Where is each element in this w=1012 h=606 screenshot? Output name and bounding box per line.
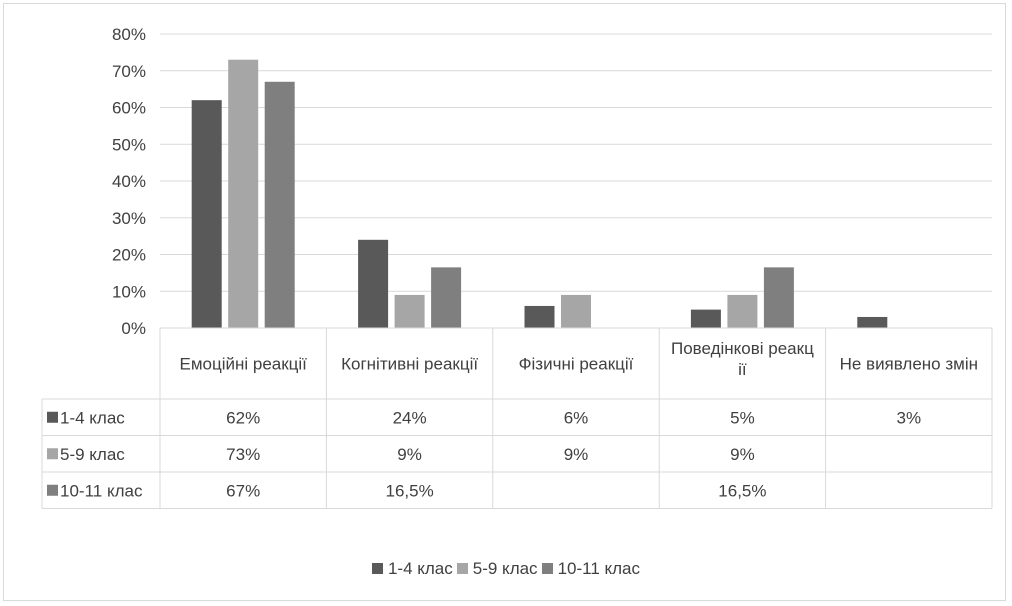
table-cell: 24%	[393, 408, 427, 427]
legend-swatch	[541, 563, 553, 574]
table-cell: 9%	[564, 445, 589, 464]
y-tick-label: 40%	[112, 172, 146, 191]
legend-label: 10-11 клас	[557, 559, 641, 578]
category-label: Когнітивні реакції	[341, 355, 478, 374]
row-legend-swatch	[47, 448, 58, 460]
y-tick-label: 0%	[121, 319, 146, 338]
row-legend-swatch	[47, 484, 58, 496]
bar	[857, 316, 888, 328]
bar	[727, 294, 758, 328]
bar	[431, 267, 462, 328]
category-label: Не виявлено змін	[840, 355, 978, 374]
row-series-name: 10-11 клас	[60, 481, 143, 500]
legend-swatch	[371, 563, 383, 574]
category-label: ії	[738, 360, 747, 379]
bar	[763, 267, 794, 328]
y-tick-label: 80%	[112, 25, 146, 44]
table-cell: 73%	[226, 445, 260, 464]
row-series-name: 5-9 клас	[60, 445, 125, 464]
bar	[228, 59, 259, 328]
legend-label: 5-9 клас	[472, 559, 538, 578]
bar	[561, 294, 591, 328]
table-cell: 9%	[397, 445, 422, 464]
table-cell: 3%	[897, 408, 922, 427]
y-tick-label: 20%	[112, 246, 146, 265]
bars	[191, 59, 888, 329]
y-axis-ticks: 0% 10% 20% 30% 40% 50% 60% 70% 80%	[112, 25, 146, 338]
legend-item: 5-9 клас	[456, 559, 538, 579]
y-tick-label: 30%	[112, 209, 146, 228]
legend-swatch	[456, 563, 468, 574]
row-series-name: 1-4 клас	[60, 408, 125, 427]
bar	[690, 309, 721, 328]
legend-item: 10-11 клас	[541, 559, 641, 579]
category-label: Емоційні реакції	[179, 355, 307, 374]
table-cell: 67%	[226, 481, 260, 500]
chart-frame	[3, 3, 1006, 601]
category-label: Поведінкові реакц	[671, 339, 814, 358]
table-cell: 6%	[564, 408, 589, 427]
table-cell: 16,5%	[385, 481, 433, 500]
legend-item: 1-4 клас	[371, 559, 453, 579]
table-cell: 5%	[730, 408, 755, 427]
bar	[264, 81, 295, 329]
legend-label: 1-4 клас	[387, 559, 453, 578]
table-cell: 16,5%	[718, 481, 766, 500]
table-cell: 9%	[730, 445, 755, 464]
y-tick-label: 70%	[112, 62, 146, 81]
row-legend-swatch	[47, 411, 58, 423]
data-table: Емоційні реакції Когнітивні реакції Фізичн…	[41, 327, 993, 509]
y-tick-label: 50%	[112, 135, 146, 154]
legend: 1-4 клас 5-9 клас 10-11 клас	[0, 559, 1012, 579]
bar	[358, 239, 389, 328]
bar	[191, 100, 222, 329]
y-tick-label: 60%	[112, 99, 146, 118]
table-cell: 62%	[226, 408, 260, 427]
bar	[394, 294, 425, 328]
bar	[524, 305, 555, 328]
category-label: Фізичні реакції	[519, 355, 634, 374]
y-tick-label: 10%	[112, 282, 146, 301]
